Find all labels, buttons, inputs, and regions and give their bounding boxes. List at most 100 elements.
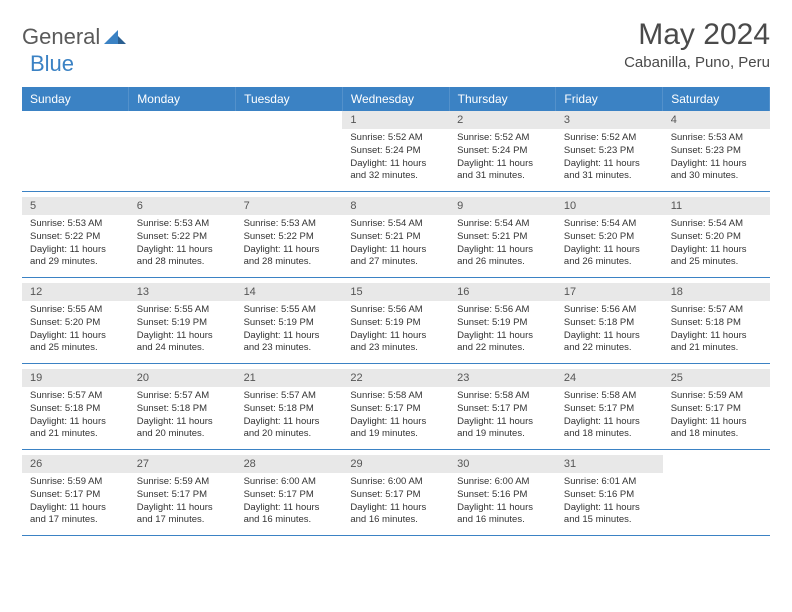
sunrise-text: Sunrise: 5:59 AM	[671, 390, 762, 403]
day-number-cell: 9	[449, 197, 556, 215]
daylight-text: Daylight: 11 hours and 32 minutes.	[350, 158, 441, 184]
day-detail-cell	[663, 473, 770, 535]
day-number-cell: 23	[449, 369, 556, 387]
sunset-text: Sunset: 5:20 PM	[564, 231, 655, 244]
calendar-table: Sunday Monday Tuesday Wednesday Thursday…	[22, 87, 770, 541]
day-detail-cell: Sunrise: 5:59 AMSunset: 5:17 PMDaylight:…	[22, 473, 129, 535]
weekday-header: Sunday	[22, 87, 129, 111]
week-separator	[22, 535, 770, 541]
weekday-header: Monday	[129, 87, 236, 111]
daylight-text: Daylight: 11 hours and 20 minutes.	[137, 416, 228, 442]
daylight-text: Daylight: 11 hours and 26 minutes.	[564, 244, 655, 270]
day-detail-cell	[236, 129, 343, 191]
sunset-text: Sunset: 5:19 PM	[350, 317, 441, 330]
daylight-text: Daylight: 11 hours and 16 minutes.	[457, 502, 548, 528]
daylight-text: Daylight: 11 hours and 27 minutes.	[350, 244, 441, 270]
day-detail-cell: Sunrise: 5:55 AMSunset: 5:19 PMDaylight:…	[129, 301, 236, 363]
brand-logo: General	[22, 24, 128, 50]
sunset-text: Sunset: 5:18 PM	[244, 403, 335, 416]
sunrise-text: Sunrise: 5:58 AM	[350, 390, 441, 403]
day-detail-cell: Sunrise: 5:52 AMSunset: 5:24 PMDaylight:…	[449, 129, 556, 191]
sunset-text: Sunset: 5:19 PM	[244, 317, 335, 330]
sunset-text: Sunset: 5:17 PM	[244, 489, 335, 502]
sunrise-text: Sunrise: 5:57 AM	[137, 390, 228, 403]
day-number-cell: 26	[22, 455, 129, 473]
day-number-cell: 1	[342, 111, 449, 129]
sunset-text: Sunset: 5:18 PM	[137, 403, 228, 416]
daylight-text: Daylight: 11 hours and 18 minutes.	[671, 416, 762, 442]
brand-triangle-icon	[104, 28, 126, 49]
sunset-text: Sunset: 5:16 PM	[564, 489, 655, 502]
day-detail-cell: Sunrise: 6:00 AMSunset: 5:17 PMDaylight:…	[342, 473, 449, 535]
sunset-text: Sunset: 5:22 PM	[137, 231, 228, 244]
day-number-cell: 20	[129, 369, 236, 387]
sunrise-text: Sunrise: 5:59 AM	[137, 476, 228, 489]
day-number-cell: 12	[22, 283, 129, 301]
sunrise-text: Sunrise: 5:54 AM	[457, 218, 548, 231]
daylight-text: Daylight: 11 hours and 17 minutes.	[137, 502, 228, 528]
sunrise-text: Sunrise: 5:58 AM	[564, 390, 655, 403]
day-number-cell: 19	[22, 369, 129, 387]
day-detail-cell: Sunrise: 5:56 AMSunset: 5:18 PMDaylight:…	[556, 301, 663, 363]
daylight-text: Daylight: 11 hours and 24 minutes.	[137, 330, 228, 356]
day-number-cell: 18	[663, 283, 770, 301]
day-number-cell: 6	[129, 197, 236, 215]
day-detail-cell: Sunrise: 5:56 AMSunset: 5:19 PMDaylight:…	[449, 301, 556, 363]
day-number-cell: 13	[129, 283, 236, 301]
detail-row: Sunrise: 5:55 AMSunset: 5:20 PMDaylight:…	[22, 301, 770, 363]
day-detail-cell: Sunrise: 5:58 AMSunset: 5:17 PMDaylight:…	[556, 387, 663, 449]
daynum-row: 567891011	[22, 197, 770, 215]
day-detail-cell: Sunrise: 5:56 AMSunset: 5:19 PMDaylight:…	[342, 301, 449, 363]
sunset-text: Sunset: 5:18 PM	[671, 317, 762, 330]
day-number-cell: 28	[236, 455, 343, 473]
sunrise-text: Sunrise: 5:53 AM	[671, 132, 762, 145]
daylight-text: Daylight: 11 hours and 19 minutes.	[350, 416, 441, 442]
daylight-text: Daylight: 11 hours and 28 minutes.	[137, 244, 228, 270]
sunrise-text: Sunrise: 5:59 AM	[30, 476, 121, 489]
sunset-text: Sunset: 5:18 PM	[30, 403, 121, 416]
sunset-text: Sunset: 5:19 PM	[137, 317, 228, 330]
daylight-text: Daylight: 11 hours and 30 minutes.	[671, 158, 762, 184]
day-number-cell: 8	[342, 197, 449, 215]
day-number-cell: 29	[342, 455, 449, 473]
day-number-cell	[236, 111, 343, 129]
brand-part1: General	[22, 24, 100, 50]
sunrise-text: Sunrise: 5:57 AM	[244, 390, 335, 403]
day-detail-cell: Sunrise: 5:58 AMSunset: 5:17 PMDaylight:…	[449, 387, 556, 449]
sunset-text: Sunset: 5:20 PM	[30, 317, 121, 330]
day-detail-cell	[129, 129, 236, 191]
sunrise-text: Sunrise: 5:56 AM	[350, 304, 441, 317]
day-number-cell: 16	[449, 283, 556, 301]
daylight-text: Daylight: 11 hours and 21 minutes.	[30, 416, 121, 442]
sunset-text: Sunset: 5:24 PM	[457, 145, 548, 158]
sunset-text: Sunset: 5:17 PM	[457, 403, 548, 416]
sunset-text: Sunset: 5:20 PM	[671, 231, 762, 244]
day-number-cell: 27	[129, 455, 236, 473]
daylight-text: Daylight: 11 hours and 19 minutes.	[457, 416, 548, 442]
sunrise-text: Sunrise: 5:57 AM	[671, 304, 762, 317]
sunrise-text: Sunrise: 6:00 AM	[457, 476, 548, 489]
sunrise-text: Sunrise: 5:56 AM	[564, 304, 655, 317]
day-detail-cell: Sunrise: 5:57 AMSunset: 5:18 PMDaylight:…	[236, 387, 343, 449]
sunset-text: Sunset: 5:23 PM	[671, 145, 762, 158]
day-detail-cell: Sunrise: 5:53 AMSunset: 5:22 PMDaylight:…	[236, 215, 343, 277]
weekday-header: Tuesday	[236, 87, 343, 111]
sunset-text: Sunset: 5:17 PM	[350, 403, 441, 416]
sunset-text: Sunset: 5:17 PM	[137, 489, 228, 502]
daylight-text: Daylight: 11 hours and 25 minutes.	[30, 330, 121, 356]
sunset-text: Sunset: 5:21 PM	[457, 231, 548, 244]
day-detail-cell: Sunrise: 5:52 AMSunset: 5:24 PMDaylight:…	[342, 129, 449, 191]
sunrise-text: Sunrise: 5:52 AM	[457, 132, 548, 145]
day-number-cell: 3	[556, 111, 663, 129]
day-detail-cell: Sunrise: 5:52 AMSunset: 5:23 PMDaylight:…	[556, 129, 663, 191]
day-detail-cell: Sunrise: 5:57 AMSunset: 5:18 PMDaylight:…	[22, 387, 129, 449]
sunrise-text: Sunrise: 6:00 AM	[244, 476, 335, 489]
daynum-row: 19202122232425	[22, 369, 770, 387]
day-detail-cell: Sunrise: 6:01 AMSunset: 5:16 PMDaylight:…	[556, 473, 663, 535]
sunrise-text: Sunrise: 5:54 AM	[350, 218, 441, 231]
sunrise-text: Sunrise: 5:53 AM	[30, 218, 121, 231]
sunset-text: Sunset: 5:21 PM	[350, 231, 441, 244]
day-detail-cell: Sunrise: 5:59 AMSunset: 5:17 PMDaylight:…	[129, 473, 236, 535]
day-number-cell: 14	[236, 283, 343, 301]
sunset-text: Sunset: 5:17 PM	[671, 403, 762, 416]
